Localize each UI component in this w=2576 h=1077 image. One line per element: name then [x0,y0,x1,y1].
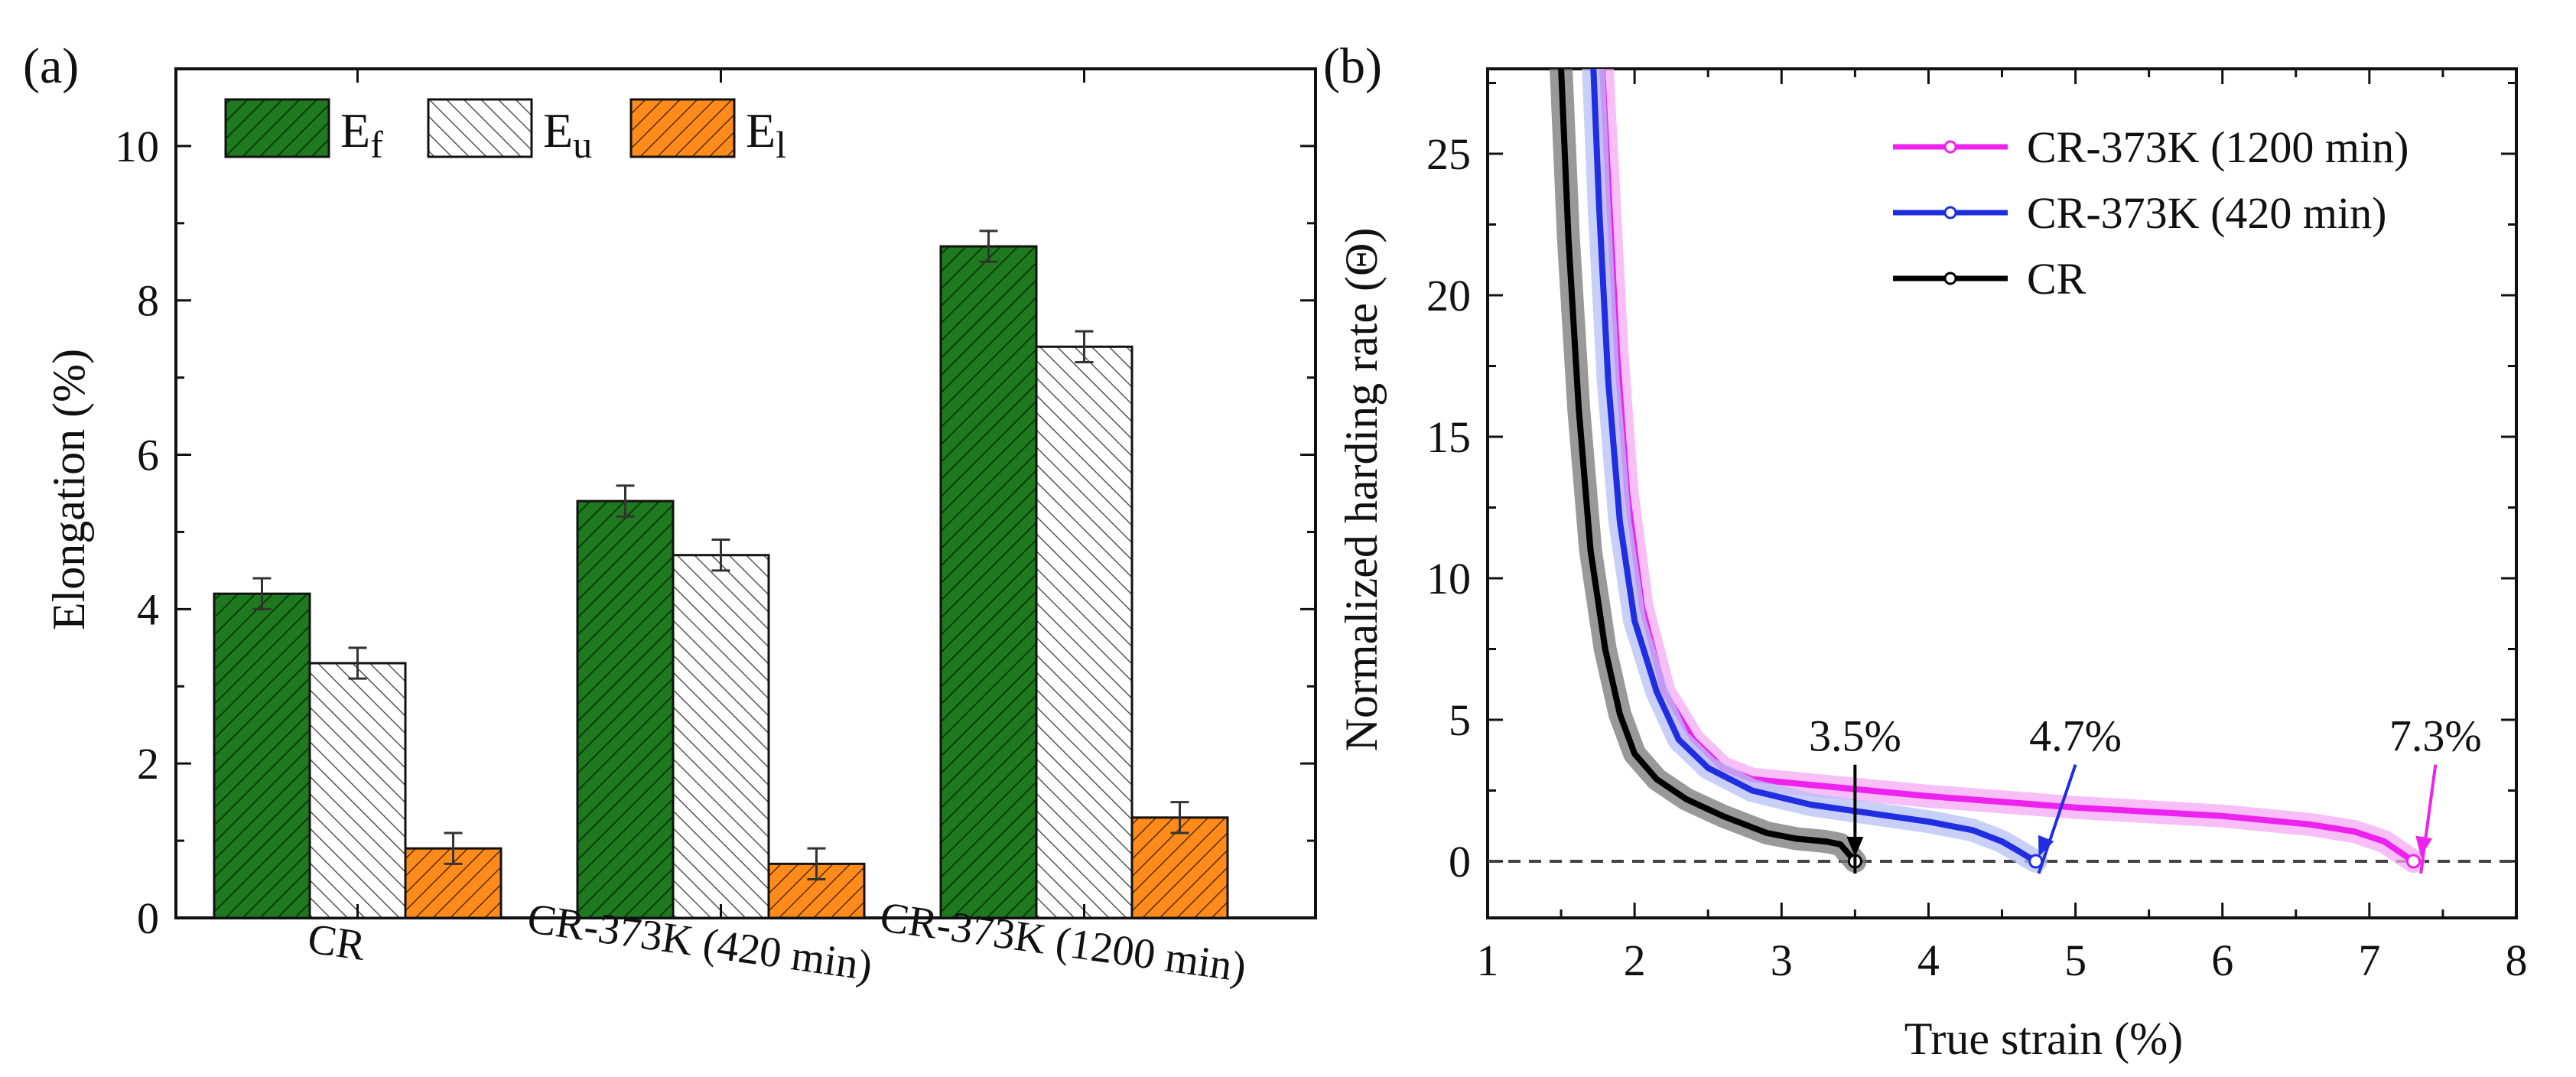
y-tick-label: 0 [137,893,159,943]
panel-a-label: (a) [23,38,79,94]
x-tick-label: 7 [2358,935,2380,985]
legend-label-eu: Eu [543,103,592,166]
legend-label-el: El [746,103,786,166]
bar-eu-3 [1035,345,1134,919]
bar-eu-2 [672,554,770,919]
y-tick-label: 25 [1426,129,1471,179]
series-group [1550,69,2425,873]
bar-ef-1 [213,592,311,919]
annotation-label: 4.7% [2029,711,2122,761]
panel-b-label: (b) [1323,38,1382,94]
y-tick-label: 2 [137,739,159,789]
bar-eu-1 [308,662,407,919]
legend-marker [1943,140,1957,154]
bar-el-3 [1130,816,1229,919]
legend-label: CR [2027,254,2086,304]
legend-marker [1943,206,1957,220]
legend-swatch-eu [427,98,533,158]
x-tick-label: 1 [1477,935,1499,985]
annotation-arrow-head [2038,835,2054,857]
annotation-arrow-shaft [2419,764,2438,874]
y-tick-label: 10 [1426,554,1471,604]
x-tick-label: 2 [1624,935,1646,985]
legend-marker [1943,272,1957,285]
bar-ef-3 [939,245,1038,919]
legend-label: CR-373K (420 min) [2027,188,2386,238]
x-tick-label: 3 [1771,935,1793,985]
legend-label-ef: Ef [340,103,383,166]
x-tick-label: 6 [2211,935,2233,985]
legend-label: CR-373K (1200 min) [2027,122,2408,172]
x-tick-label: 5 [2064,935,2086,985]
legend-swatch-el [629,98,736,158]
x-tick-label: 4 [1917,935,1940,985]
y-tick-label: 0 [1449,837,1471,887]
annotation-label: 7.3% [2389,711,2482,761]
annotation-arrow-head [1846,837,1864,857]
annotation-arrow-shaft [2037,764,2077,874]
panel-b-x-axis-label: True strain (%) [1904,1014,2183,1064]
y-tick-label: 5 [1449,695,1471,745]
panel-a-y-axis-label: Elongation (%) [44,349,94,630]
bar-ef-2 [576,499,675,919]
y-tick-label: 20 [1426,271,1471,320]
y-tick-label: 4 [137,584,159,634]
series-end-marker [2406,854,2421,869]
y-tick-label: 15 [1426,412,1471,462]
y-tick-label: 10 [115,122,159,171]
x-tick-label: 8 [2506,935,2528,985]
panel-b-line-chart: (b) 1 2 3 4 5 6 7 8 0 5 10 15 20 25 CR-373K (1200 min)… [1323,38,2528,1064]
legend-swatch-ef [224,98,330,158]
series-line [1558,69,1859,864]
annotation-label: 3.5% [1809,711,1901,761]
series-line [1590,69,2039,864]
panel-b-y-axis-label: Normalized harding rate (Θ) [1336,228,1387,752]
x-category-label: CR [305,915,369,970]
y-tick-label: 8 [137,276,159,326]
y-tick-label: 6 [137,431,159,480]
annotation-arrow-head [2415,835,2433,857]
